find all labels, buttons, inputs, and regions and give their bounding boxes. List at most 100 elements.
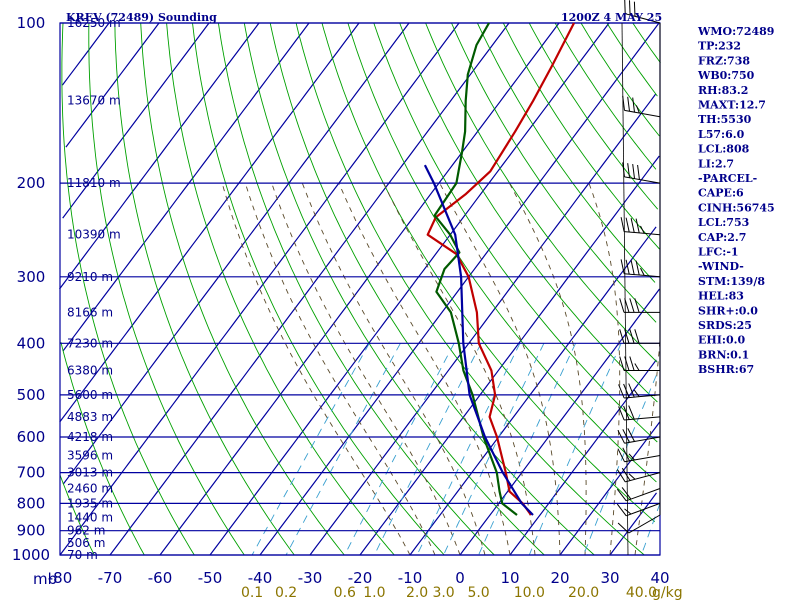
dry-adiabat bbox=[554, 22, 657, 170]
dry-adiabat bbox=[502, 22, 660, 250]
dry-adiabat bbox=[632, 22, 661, 64]
index-line: LFC:-1 bbox=[698, 246, 739, 259]
index-line: BRN:0.1 bbox=[698, 348, 749, 361]
hodograph-trace bbox=[621, 22, 629, 556]
index-line: CINH:56745 bbox=[698, 201, 775, 214]
index-line: CAPE:6 bbox=[698, 187, 744, 200]
wind-barb bbox=[617, 447, 661, 463]
dry-adiabat-lines bbox=[59, 22, 661, 556]
index-line: TH:5530 bbox=[698, 113, 752, 126]
moist-adiabat bbox=[244, 182, 436, 556]
index-line: -WIND- bbox=[698, 260, 744, 273]
wind-barb bbox=[617, 428, 661, 444]
isotherm-line bbox=[309, 93, 657, 556]
height-label: 8166 m bbox=[67, 305, 113, 319]
dry-adiabat bbox=[166, 22, 395, 556]
index-line: CAP:2.7 bbox=[698, 231, 746, 244]
wind-barb bbox=[624, 0, 661, 24]
temperature-tick-label: -10 bbox=[398, 569, 423, 587]
height-label: 16250 m bbox=[67, 16, 121, 30]
height-label: 4218 m bbox=[67, 430, 113, 444]
isotherm-grid bbox=[59, 22, 661, 556]
temperature-tick-label: 10 bbox=[500, 569, 519, 587]
temperature-tick-label: -20 bbox=[348, 569, 373, 587]
isotherm-line bbox=[59, 22, 360, 423]
index-line: LI:2.7 bbox=[698, 157, 734, 170]
pressure-tick-label: 100 bbox=[17, 14, 46, 32]
isotherm-line bbox=[62, 22, 310, 352]
temperature-tick-label: -80 bbox=[48, 569, 73, 587]
pressure-tick-label: 500 bbox=[17, 386, 46, 404]
height-label: 13670 m bbox=[67, 94, 121, 108]
index-line: SRDS:25 bbox=[698, 319, 752, 332]
isotherm-line bbox=[159, 22, 560, 556]
height-label: 70 m bbox=[67, 548, 98, 562]
moist-adiabat bbox=[439, 182, 561, 556]
wind-barb bbox=[619, 329, 660, 344]
isotherm-line bbox=[65, 22, 160, 148]
dry-adiabat bbox=[321, 22, 655, 523]
wind-barb bbox=[616, 502, 661, 517]
wind-barb bbox=[618, 405, 661, 421]
dry-adiabat bbox=[269, 22, 595, 556]
height-label: 10390 m bbox=[67, 228, 121, 242]
isotherm-line bbox=[559, 421, 661, 556]
height-label: 1935 m bbox=[67, 496, 113, 510]
height-label: 506 m bbox=[67, 536, 105, 550]
sounding-title: KREV (72489) Sounding bbox=[66, 11, 217, 24]
temperature-tick-label: 20 bbox=[550, 569, 569, 587]
dry-adiabat bbox=[217, 22, 495, 556]
dry-adiabat bbox=[243, 22, 545, 556]
isotherm-line bbox=[62, 22, 410, 485]
temperature-tick-label: 40 bbox=[650, 569, 669, 587]
dry-adiabat bbox=[476, 22, 656, 283]
dry-adiabat bbox=[61, 22, 195, 556]
mixing-ratio-tick-label: 3.0 bbox=[432, 585, 454, 600]
height-label: 3013 m bbox=[67, 466, 113, 480]
mixing-ratio-line bbox=[416, 343, 521, 556]
moist-adiabat bbox=[509, 182, 587, 556]
index-line: BSHR:67 bbox=[698, 363, 754, 376]
index-line: -PARCEL- bbox=[698, 172, 757, 185]
pressure-tick-label: 700 bbox=[17, 464, 46, 482]
index-line: LCL:753 bbox=[698, 216, 749, 229]
wind-barb bbox=[622, 95, 661, 118]
wind-barb bbox=[622, 162, 661, 184]
height-label: 11810 m bbox=[67, 176, 121, 190]
pressure-tick-label: 900 bbox=[17, 522, 46, 540]
wind-profile bbox=[616, 0, 661, 556]
mixing-ratio-tick-label: 5.0 bbox=[467, 585, 489, 600]
index-line: STM:139/8 bbox=[698, 275, 765, 288]
height-label: 1440 m bbox=[67, 511, 113, 525]
dry-adiabat bbox=[451, 22, 657, 323]
mixing-ratio-tick-label: 0.2 bbox=[275, 585, 297, 600]
isotherm-line bbox=[409, 226, 657, 556]
mixing-ratio-line bbox=[528, 343, 622, 556]
isotherm-line bbox=[509, 359, 657, 556]
mixing-ratio-line bbox=[583, 375, 657, 556]
dry-adiabat bbox=[580, 22, 660, 137]
isotherm-line bbox=[61, 22, 110, 86]
index-line: L57:6.0 bbox=[698, 128, 745, 141]
dry-adiabat bbox=[88, 22, 245, 556]
index-line: LCL:808 bbox=[698, 143, 750, 156]
pressure-tick-label: 300 bbox=[17, 268, 46, 286]
pressure-tick-label: 400 bbox=[17, 334, 46, 352]
isotherm-line bbox=[62, 22, 210, 219]
height-label: 2460 m bbox=[67, 482, 113, 496]
isotherm-line bbox=[259, 22, 660, 556]
moist-adiabat bbox=[301, 182, 486, 556]
temperature-tick-label: -50 bbox=[198, 569, 223, 587]
temperature-profile-line bbox=[426, 22, 575, 516]
pressure-tick-label: 200 bbox=[17, 174, 46, 192]
wind-barb bbox=[619, 298, 660, 313]
height-label: 9210 m bbox=[67, 270, 113, 284]
sounding-datetime: 1200Z 4 MAY 25 bbox=[561, 11, 662, 24]
index-line: HEL:83 bbox=[698, 290, 744, 303]
mixing-ratio-tick-label: 1.0 bbox=[363, 585, 385, 600]
index-line: EHI:0.0 bbox=[698, 334, 745, 347]
mixing-ratio-tick-label: 2.0 bbox=[406, 585, 428, 600]
wind-barb bbox=[618, 383, 661, 399]
